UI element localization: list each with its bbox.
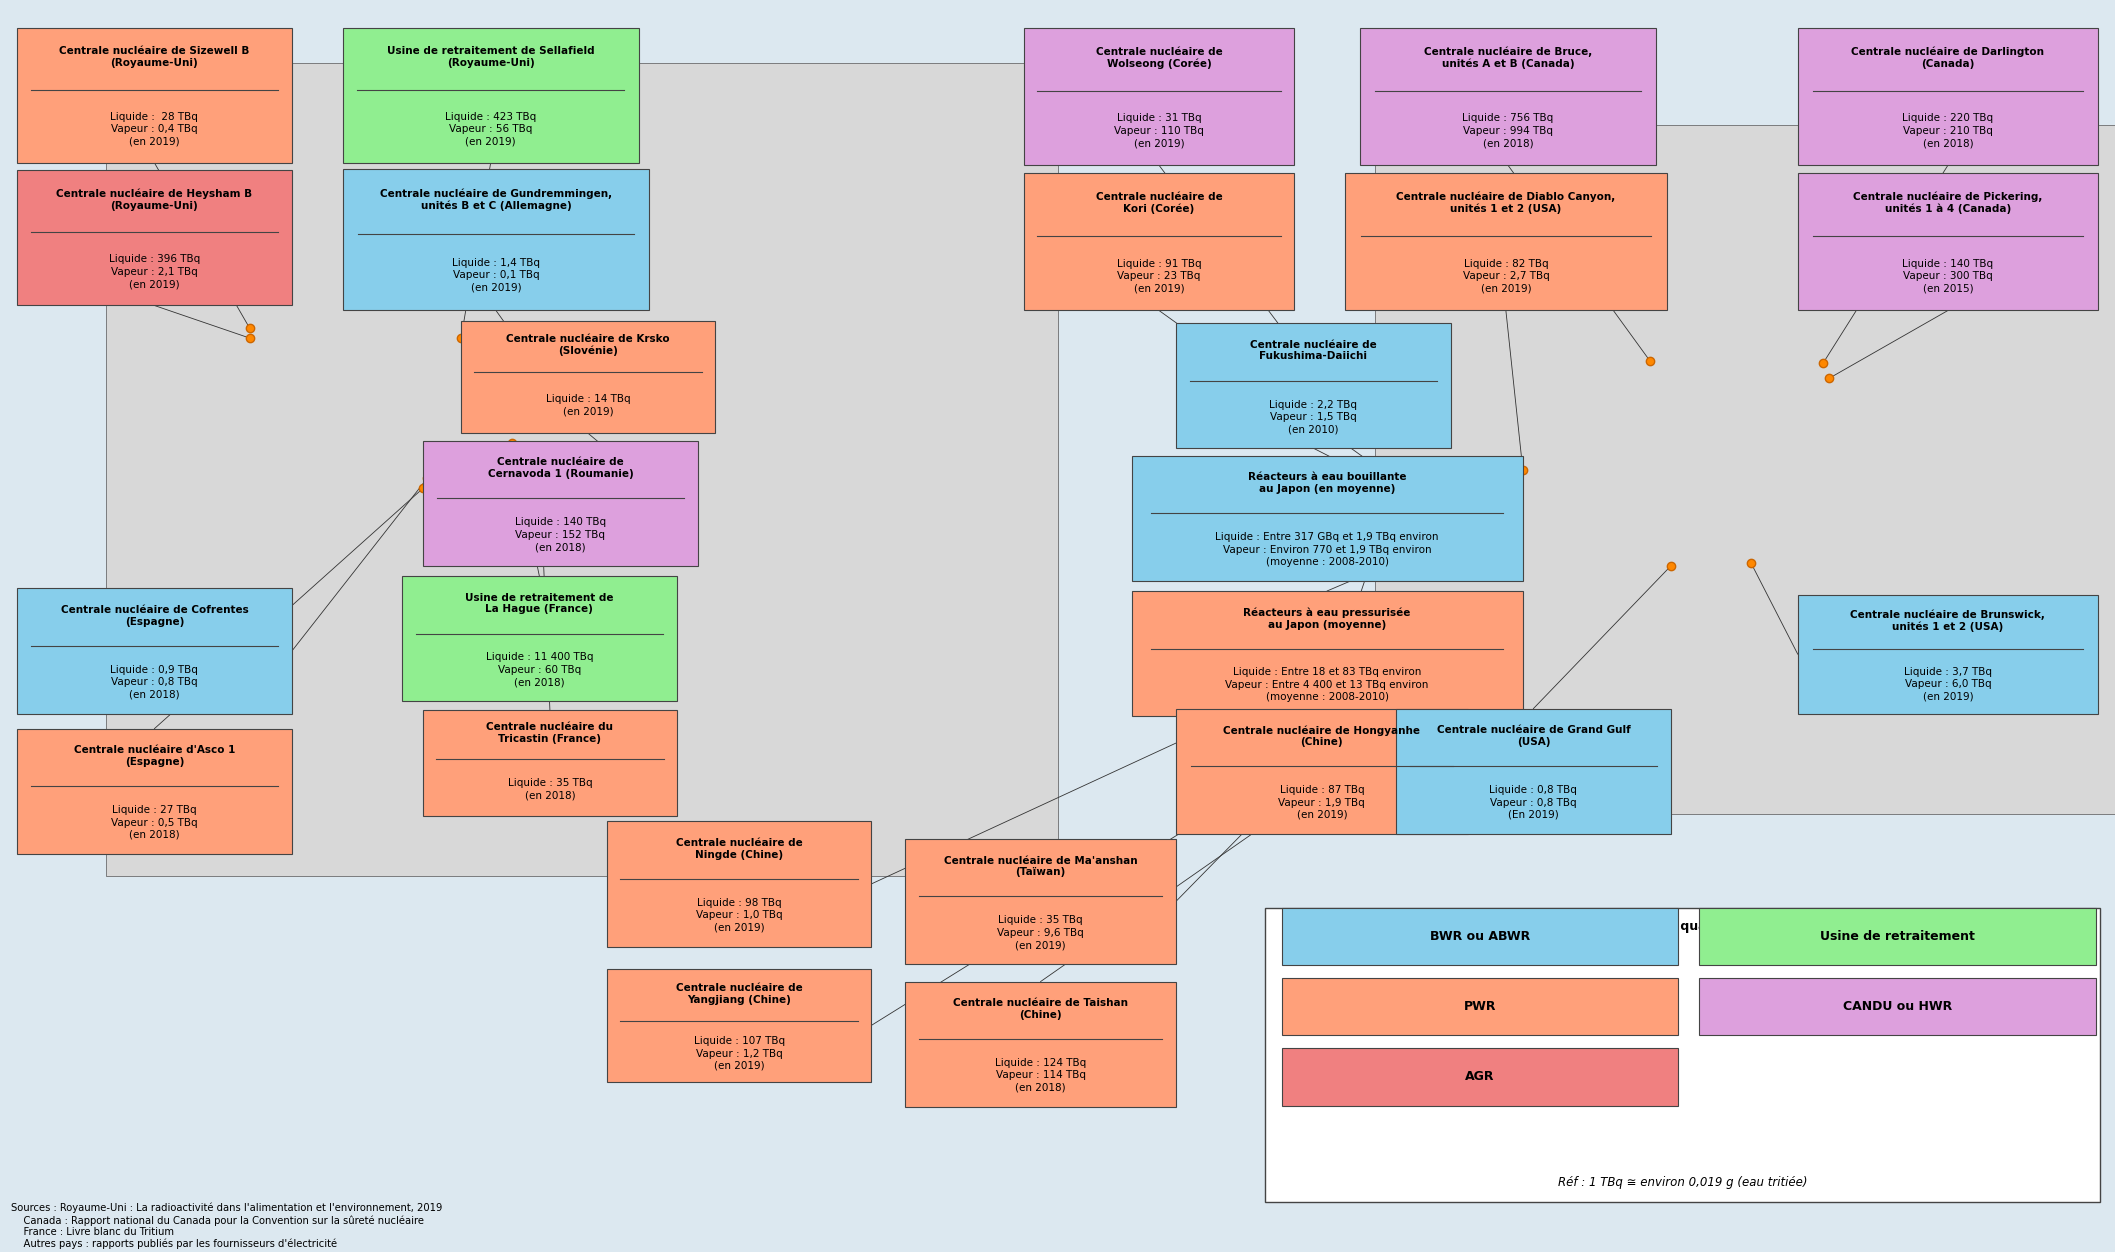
Text: Liquide : 423 TBq
Vapeur : 56 TBq
(en 2019): Liquide : 423 TBq Vapeur : 56 TBq (en 20…: [444, 111, 537, 146]
Text: Liquide : 82 TBq
Vapeur : 2,7 TBq
(en 2019): Liquide : 82 TBq Vapeur : 2,7 TBq (en 20…: [1461, 259, 1550, 293]
Text: Centrale nucléaire de Diablo Canyon,
unités 1 et 2 (USA): Centrale nucléaire de Diablo Canyon, uni…: [1396, 192, 1616, 214]
FancyBboxPatch shape: [1132, 591, 1523, 716]
Bar: [106, 63, 1058, 876]
Text: Liquide : 2,2 TBq
Vapeur : 1,5 TBq
(en 2010): Liquide : 2,2 TBq Vapeur : 1,5 TBq (en 2…: [1269, 399, 1358, 434]
Text: PWR: PWR: [1464, 1000, 1495, 1013]
FancyBboxPatch shape: [1282, 1048, 1679, 1106]
Text: Liquide : 396 TBq
Vapeur : 2,1 TBq
(en 2019): Liquide : 396 TBq Vapeur : 2,1 TBq (en 2…: [108, 254, 201, 289]
FancyBboxPatch shape: [1024, 173, 1294, 310]
FancyBboxPatch shape: [1265, 908, 2100, 1202]
FancyBboxPatch shape: [905, 839, 1176, 964]
Text: Réacteurs à eau bouillante
au Japon (en moyenne): Réacteurs à eau bouillante au Japon (en …: [1248, 472, 1406, 495]
Text: Centrale nucléaire de Pickering,
unités 1 à 4 (Canada): Centrale nucléaire de Pickering, unités …: [1853, 192, 2043, 214]
Text: Centrale nucléaire de
Wolseong (Corée): Centrale nucléaire de Wolseong (Corée): [1096, 46, 1222, 69]
FancyBboxPatch shape: [17, 588, 292, 714]
Text: Liquide : 14 TBq
(en 2019): Liquide : 14 TBq (en 2019): [546, 394, 630, 416]
FancyBboxPatch shape: [1345, 173, 1667, 310]
Text: Centrale nucléaire de Sizewell B
(Royaume-Uni): Centrale nucléaire de Sizewell B (Royaum…: [59, 46, 250, 68]
Text: Liquide : Entre 18 et 83 TBq environ
Vapeur : Entre 4 400 et 13 TBq environ
(moy: Liquide : Entre 18 et 83 TBq environ Vap…: [1225, 667, 1430, 702]
Text: Centrale nucléaire de
Cernavoda 1 (Roumanie): Centrale nucléaire de Cernavoda 1 (Rouma…: [489, 457, 632, 480]
FancyBboxPatch shape: [905, 982, 1176, 1107]
Text: Centrale nucléaire de Ma'anshan
(Taïwan): Centrale nucléaire de Ma'anshan (Taïwan): [943, 855, 1138, 878]
Text: Liquide : 140 TBq
Vapeur : 300 TBq
(en 2015): Liquide : 140 TBq Vapeur : 300 TBq (en 2…: [1901, 259, 1994, 293]
Text: BWR ou ABWR: BWR ou ABWR: [1430, 930, 1529, 943]
FancyBboxPatch shape: [423, 710, 677, 816]
Text: AGR: AGR: [1466, 1070, 1495, 1083]
Text: Centrale nucléaire de Taishan
(Chine): Centrale nucléaire de Taishan (Chine): [954, 998, 1127, 1020]
Text: Centrale nucléaire de Grand Gulf
(USA): Centrale nucléaire de Grand Gulf (USA): [1436, 725, 1631, 747]
Text: Réf : 1 TBq ≅ environ 0,019 g (eau tritiée): Réf : 1 TBq ≅ environ 0,019 g (eau triti…: [1559, 1177, 1806, 1189]
Text: Liquide : 1,4 TBq
Vapeur : 0,1 TBq
(en 2019): Liquide : 1,4 TBq Vapeur : 0,1 TBq (en 2…: [453, 258, 539, 293]
Text: Centrale nucléaire de Krsko
(Slovénie): Centrale nucléaire de Krsko (Slovénie): [505, 334, 670, 357]
Text: Liquide : Entre 317 GBq et 1,9 TBq environ
Vapeur : Environ 770 et 1,9 TBq envir: Liquide : Entre 317 GBq et 1,9 TBq envir…: [1216, 532, 1438, 567]
FancyBboxPatch shape: [1798, 173, 2098, 310]
FancyBboxPatch shape: [1698, 978, 2096, 1035]
Text: Liquide : 140 TBq
Vapeur : 152 TBq
(en 2018): Liquide : 140 TBq Vapeur : 152 TBq (en 2…: [514, 517, 607, 552]
FancyBboxPatch shape: [607, 969, 871, 1082]
Text: Centrale nucléaire de Darlington
(Canada): Centrale nucléaire de Darlington (Canada…: [1851, 46, 2045, 69]
FancyBboxPatch shape: [343, 169, 649, 310]
Text: CANDU ou HWR: CANDU ou HWR: [1842, 1000, 1952, 1013]
Text: Centrale nucléaire de
Kori (Corée): Centrale nucléaire de Kori (Corée): [1096, 192, 1222, 214]
FancyBboxPatch shape: [1282, 978, 1679, 1035]
FancyBboxPatch shape: [1360, 28, 1656, 165]
FancyBboxPatch shape: [1176, 323, 1451, 448]
FancyBboxPatch shape: [423, 441, 698, 566]
FancyBboxPatch shape: [1798, 595, 2098, 714]
Text: Liquide : 98 TBq
Vapeur : 1,0 TBq
(en 2019): Liquide : 98 TBq Vapeur : 1,0 TBq (en 20…: [696, 898, 783, 933]
FancyBboxPatch shape: [1396, 709, 1671, 834]
FancyBboxPatch shape: [343, 28, 639, 163]
Text: Centrale nucléaire de Brunswick,
unités 1 et 2 (USA): Centrale nucléaire de Brunswick, unités …: [1851, 610, 2045, 632]
Bar: [1375, 125, 2115, 814]
Text: Liquide : 35 TBq
Vapeur : 9,6 TBq
(en 2019): Liquide : 35 TBq Vapeur : 9,6 TBq (en 20…: [996, 915, 1085, 950]
Text: Liquide :  28 TBq
Vapeur : 0,4 TBq
(en 2019): Liquide : 28 TBq Vapeur : 0,4 TBq (en 20…: [110, 111, 199, 146]
Text: Liquide : 27 TBq
Vapeur : 0,5 TBq
(en 2018): Liquide : 27 TBq Vapeur : 0,5 TBq (en 20…: [112, 805, 197, 840]
Text: Centrale nucléaire de Gundremmingen,
unités B et C (Allemagne): Centrale nucléaire de Gundremmingen, uni…: [381, 189, 611, 212]
Text: Liquide : 756 TBq
Vapeur : 994 TBq
(en 2018): Liquide : 756 TBq Vapeur : 994 TBq (en 2…: [1461, 114, 1555, 148]
Text: Liquide : 107 TBq
Vapeur : 1,2 TBq
(en 2019): Liquide : 107 TBq Vapeur : 1,2 TBq (en 2…: [694, 1037, 785, 1070]
Text: Réacteurs à eau pressurisée
au Japon (moyenne): Réacteurs à eau pressurisée au Japon (mo…: [1244, 607, 1411, 630]
FancyBboxPatch shape: [1024, 28, 1294, 165]
Text: Centrale nucléaire d'Asco 1
(Espagne): Centrale nucléaire d'Asco 1 (Espagne): [74, 745, 235, 767]
Text: Centrale nucléaire de Heysham B
(Royaume-Uni): Centrale nucléaire de Heysham B (Royaume…: [57, 189, 252, 212]
Text: Liquide : 31 TBq
Vapeur : 110 TBq
(en 2019): Liquide : 31 TBq Vapeur : 110 TBq (en 20…: [1115, 114, 1203, 148]
Text: Centrale nucléaire de Hongyanhe
(Chine): Centrale nucléaire de Hongyanhe (Chine): [1222, 725, 1421, 747]
Text: Usine de retraitement de
La Hague (France): Usine de retraitement de La Hague (Franc…: [465, 592, 613, 615]
Text: Sources : Royaume-Uni : La radioactivité dans l'alimentation et l'environnement,: Sources : Royaume-Uni : La radioactivité…: [11, 1203, 442, 1249]
Text: Usine de retraitement: Usine de retraitement: [1821, 930, 1975, 943]
Text: Liquide : 3,7 TBq
Vapeur : 6,0 TBq
(en 2019): Liquide : 3,7 TBq Vapeur : 6,0 TBq (en 2…: [1904, 666, 1992, 701]
Text: Liquide : 0,8 TBq
Vapeur : 0,8 TBq
(En 2019): Liquide : 0,8 TBq Vapeur : 0,8 TBq (En 2…: [1489, 785, 1578, 820]
Text: Liquide : 35 TBq
(en 2018): Liquide : 35 TBq (en 2018): [508, 779, 592, 801]
FancyBboxPatch shape: [1176, 709, 1468, 834]
FancyBboxPatch shape: [461, 321, 715, 433]
FancyBboxPatch shape: [1698, 908, 2096, 965]
Text: Liquide : 87 TBq
Vapeur : 1,9 TBq
(en 2019): Liquide : 87 TBq Vapeur : 1,9 TBq (en 20…: [1277, 785, 1366, 820]
FancyBboxPatch shape: [607, 821, 871, 947]
Text: Centrale nucléaire du
Tricastin (France): Centrale nucléaire du Tricastin (France): [486, 722, 613, 744]
Text: Centrale nucléaire de
Ningde (Chine): Centrale nucléaire de Ningde (Chine): [677, 838, 802, 860]
Text: Liquide : 91 TBq
Vapeur : 23 TBq
(en 2019): Liquide : 91 TBq Vapeur : 23 TBq (en 201…: [1117, 259, 1201, 293]
Text: Usine de retraitement de Sellafield
(Royaume-Uni): Usine de retraitement de Sellafield (Roy…: [387, 46, 594, 68]
FancyBboxPatch shape: [402, 576, 677, 701]
FancyBboxPatch shape: [17, 729, 292, 854]
Text: Centrale nucléaire de
Yangjiang (Chine): Centrale nucléaire de Yangjiang (Chine): [677, 983, 802, 1004]
Text: Centrale nucléaire de
Fukushima-Daiichi: Centrale nucléaire de Fukushima-Daiichi: [1250, 339, 1377, 362]
FancyBboxPatch shape: [1132, 456, 1523, 581]
Text: Liquide : 11 400 TBq
Vapeur : 60 TBq
(en 2018): Liquide : 11 400 TBq Vapeur : 60 TBq (en…: [486, 652, 592, 687]
FancyBboxPatch shape: [1798, 28, 2098, 165]
Text: Centrale nucléaire de Cofrentes
(Espagne): Centrale nucléaire de Cofrentes (Espagne…: [61, 605, 247, 627]
Text: Liquide : 0,9 TBq
Vapeur : 0,8 TBq
(en 2018): Liquide : 0,9 TBq Vapeur : 0,8 TBq (en 2…: [110, 665, 199, 700]
Text: Liquide : 220 TBq
Vapeur : 210 TBq
(en 2018): Liquide : 220 TBq Vapeur : 210 TBq (en 2…: [1901, 114, 1994, 148]
Text: Liquide : 124 TBq
Vapeur : 114 TBq
(en 2018): Liquide : 124 TBq Vapeur : 114 TBq (en 2…: [994, 1058, 1087, 1093]
FancyBboxPatch shape: [17, 28, 292, 163]
Text: *Ces chiffres indiquent les quantités de tritium émises: *Ces chiffres indiquent les quantités de…: [1491, 920, 1874, 933]
FancyBboxPatch shape: [17, 170, 292, 305]
Text: Centrale nucléaire de Bruce,
unités A et B (Canada): Centrale nucléaire de Bruce, unités A et…: [1423, 46, 1593, 69]
FancyBboxPatch shape: [1282, 908, 1679, 965]
